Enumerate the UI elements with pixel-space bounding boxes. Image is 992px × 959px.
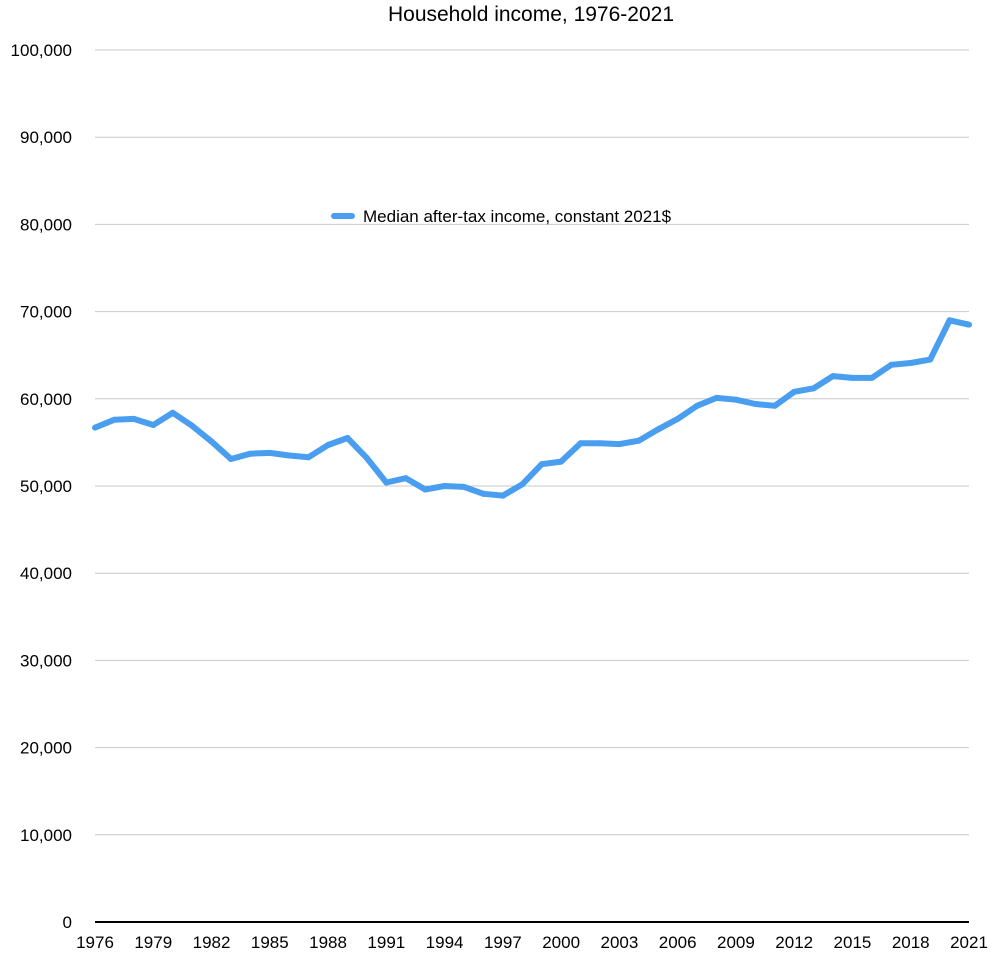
data-point [383, 479, 390, 486]
legend-label: Median after-tax income, constant 2021$ [363, 207, 672, 226]
y-tick-label: 80,000 [20, 215, 72, 234]
data-point [169, 409, 176, 416]
data-point [150, 421, 157, 428]
y-tick-label: 90,000 [20, 128, 72, 147]
data-point [752, 401, 759, 408]
data-point [558, 458, 565, 465]
grid-layer [95, 49, 969, 836]
data-point [92, 424, 98, 431]
x-tick-label: 2003 [600, 933, 638, 952]
x-tick-label: 1985 [251, 933, 289, 952]
data-point [363, 455, 370, 462]
data-point [635, 437, 642, 444]
data-point [888, 361, 895, 368]
x-tick-label: 2018 [892, 933, 930, 952]
x-tick-label: 2000 [542, 933, 580, 952]
x-tick-label: 1979 [134, 933, 172, 952]
data-point [577, 440, 584, 447]
data-point [596, 440, 603, 447]
y-tick-label: 70,000 [20, 303, 72, 322]
y-tick-label: 60,000 [20, 390, 72, 409]
data-point [266, 449, 273, 456]
data-point [344, 435, 351, 442]
data-point [830, 373, 837, 380]
data-point [810, 385, 817, 392]
x-tick-label: 1976 [76, 933, 114, 952]
data-point [927, 356, 934, 363]
chart-title: Household income, 1976-2021 [388, 3, 674, 26]
data-point [791, 388, 798, 395]
y-tick-label: 0 [63, 913, 72, 932]
x-tick-label: 2009 [717, 933, 755, 952]
data-point [519, 481, 526, 488]
data-point [694, 402, 701, 409]
data-point [849, 374, 856, 381]
data-point [461, 483, 468, 490]
series-line [93, 317, 970, 499]
data-point [655, 426, 662, 433]
y-tick-label: 100,000 [11, 41, 72, 60]
x-tick-label: 1994 [426, 933, 464, 952]
data-point [227, 455, 234, 462]
data-point [713, 394, 720, 401]
y-tick-label: 40,000 [20, 564, 72, 583]
data-point [325, 442, 332, 449]
data-point [616, 441, 623, 448]
x-tick-label: 1997 [484, 933, 522, 952]
data-point [247, 450, 254, 457]
x-tick-label: 2006 [659, 933, 697, 952]
data-point [208, 438, 215, 445]
x-tick-label: 1988 [309, 933, 347, 952]
x-tick-label: 1991 [367, 933, 405, 952]
data-point [499, 492, 506, 499]
data-point [946, 317, 953, 324]
data-point [480, 490, 487, 497]
data-point [305, 454, 312, 461]
x-tick-label: 2015 [834, 933, 872, 952]
series-layer [92, 317, 972, 499]
data-point [732, 396, 739, 403]
data-point [966, 321, 972, 328]
data-point [907, 360, 914, 367]
data-point [111, 416, 118, 423]
data-point [538, 461, 545, 468]
x-tick-label: 1982 [193, 933, 231, 952]
data-point [286, 452, 293, 459]
data-point [771, 402, 778, 409]
data-point [674, 415, 681, 422]
y-tick-label: 30,000 [20, 651, 72, 670]
x-tick-label: 2021 [950, 933, 988, 952]
y-tick-label: 20,000 [20, 739, 72, 758]
data-point [422, 486, 429, 493]
legend: Median after-tax income, constant 2021$ [331, 207, 672, 226]
data-point [441, 483, 448, 489]
data-point [130, 415, 137, 422]
data-point [868, 374, 875, 381]
y-tick-label: 10,000 [20, 826, 72, 845]
y-tick-label: 50,000 [20, 477, 72, 496]
data-point [402, 475, 409, 482]
axis-layer: 0 10,000 20,000 30,000 40,000 50,000 60,000 70,… [11, 41, 988, 952]
x-tick-label: 2012 [775, 933, 813, 952]
data-point [189, 422, 196, 429]
